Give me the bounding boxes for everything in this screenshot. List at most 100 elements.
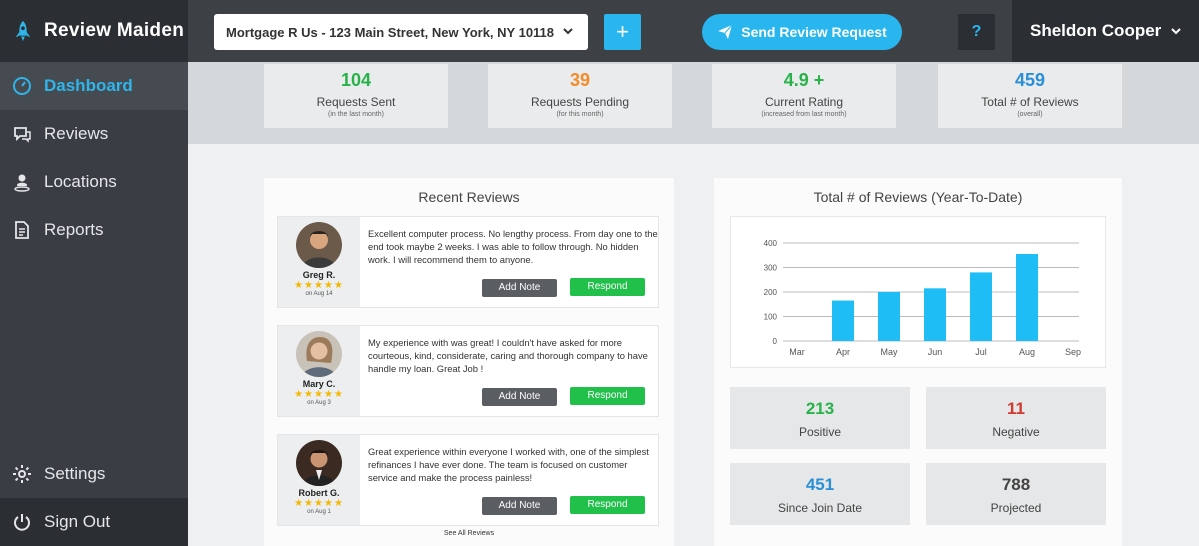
star-rating: ★★★★★: [294, 389, 344, 400]
reviewer-info: Greg R. ★★★★★ on Aug 14: [278, 217, 360, 307]
bar-aug: [1016, 254, 1038, 341]
reviews-chart-panel: Total # of Reviews (Year-To-Date) 0 100 20…: [714, 178, 1122, 546]
sidebar-item-reports[interactable]: Reports: [0, 206, 188, 254]
stat-sublabel: (increased from last month): [761, 111, 847, 118]
add-note-button[interactable]: Add Note: [482, 497, 557, 515]
recent-reviews-title: Recent Reviews: [418, 189, 520, 205]
y-tick-label: 200: [764, 288, 778, 297]
metric-value: 11: [1007, 399, 1025, 418]
stat-label: Total # of Reviews: [981, 95, 1079, 109]
top-bar: Mortgage R Us - 123 Main Street, New Yor…: [188, 0, 1199, 62]
stat-requests-sent: 104 Requests Sent (in the last month): [264, 64, 448, 128]
sidebar-item-label: Reports: [44, 220, 104, 239]
y-tick-label: 100: [764, 313, 778, 322]
send-review-request-label: Send Review Request: [741, 24, 887, 40]
stat-current-rating: 4.9 + Current Rating (increased from las…: [712, 64, 896, 128]
reviewer-info: Mary C. ★★★★★ on Aug 3: [278, 326, 360, 416]
y-tick-label: 0: [773, 337, 778, 346]
reviewer-name: Robert G.: [298, 488, 340, 498]
sidebar-item-label: Sign Out: [44, 512, 111, 531]
reviewer-name: Mary C.: [302, 379, 336, 389]
stat-total-reviews: 459 Total # of Reviews (overall): [938, 64, 1122, 128]
stat-value: 104: [340, 70, 372, 90]
x-tick-label: Jun: [928, 347, 943, 357]
user-menu[interactable]: Sheldon Cooper: [1012, 0, 1199, 62]
respond-button[interactable]: Respond: [570, 387, 645, 405]
chart-container: 0 100 200 300 400 Mar Apr May Jun Jul Aug Sep: [730, 216, 1106, 368]
reviewer-info: Robert G. ★★★★★ on Aug 1: [278, 435, 360, 525]
y-tick-label: 400: [764, 239, 778, 248]
sidebar-item-dashboard[interactable]: Dashboard: [0, 62, 188, 110]
gear-icon: [12, 464, 32, 484]
review-text: Excellent computer process. No lengthy p…: [368, 228, 658, 265]
add-location-button[interactable]: +: [604, 14, 641, 50]
stats-bar: 104 Requests Sent (in the last month) 39…: [188, 62, 1199, 144]
review-date: on Aug 14: [305, 291, 333, 297]
help-button[interactable]: ?: [958, 14, 995, 50]
review-date: on Aug 3: [307, 400, 331, 406]
dashboard-gauge-icon: [12, 76, 32, 96]
stat-value: 459: [1014, 70, 1046, 90]
review-card: Mary C. ★★★★★ on Aug 3 My experience wit…: [277, 325, 659, 417]
stat-sublabel: (overall): [1017, 111, 1043, 118]
stat-requests-pending: 39 Requests Pending (for this month): [488, 64, 672, 128]
sidebar-item-label: Settings: [44, 464, 106, 483]
star-rating: ★★★★★: [294, 280, 344, 291]
metric-negative: 11 Negative: [926, 387, 1106, 449]
recent-reviews-panel: Recent Reviews Greg R. ★★★★★ on Aug 14 E…: [264, 178, 674, 546]
x-tick-label: Aug: [1019, 347, 1035, 357]
metric-since-join: 451 Since Join Date: [730, 463, 910, 525]
power-icon: [12, 512, 32, 532]
chevron-down-icon: [1171, 28, 1181, 35]
stat-sublabel: (for this month): [556, 111, 604, 118]
bar-chart: 0 100 200 300 400 Mar Apr May Jun Jul Aug Sep: [764, 239, 1081, 357]
user-name: Sheldon Cooper: [1030, 21, 1162, 40]
sidebar: Review Maiden Dashboard Reviews Location…: [0, 0, 188, 546]
bar-jul: [970, 272, 992, 341]
sidebar-item-locations[interactable]: Locations: [0, 158, 188, 206]
chevron-down-icon: [563, 28, 573, 35]
add-note-button[interactable]: Add Note: [482, 279, 557, 297]
avatar: [296, 331, 342, 377]
review-text: My experience with was great! I couldn't…: [368, 337, 648, 374]
review-card: Robert G. ★★★★★ on Aug 1 Great experienc…: [277, 434, 659, 526]
metric-label: Positive: [798, 425, 842, 439]
add-note-button[interactable]: Add Note: [482, 388, 557, 406]
location-person-icon: [12, 172, 32, 192]
x-tick-label: Jul: [975, 347, 987, 357]
stat-label: Requests Pending: [530, 95, 630, 109]
location-select[interactable]: Mortgage R Us - 123 Main Street, New Yor…: [214, 14, 588, 50]
bar-may: [878, 292, 900, 341]
metric-value: 451: [805, 475, 835, 494]
metric-label: Projected: [990, 501, 1042, 515]
send-review-request-button[interactable]: Send Review Request: [702, 14, 902, 50]
review-card: Greg R. ★★★★★ on Aug 14 Excellent comput…: [277, 216, 659, 308]
rocket-logo-icon: [15, 20, 31, 42]
see-all-reviews-link[interactable]: See All Reviews: [443, 530, 495, 537]
chart-title: Total # of Reviews (Year-To-Date): [813, 189, 1023, 205]
reviews-chat-icon: [12, 124, 32, 144]
metric-value: 213: [805, 399, 835, 418]
sidebar-item-label: Locations: [44, 172, 117, 191]
sidebar-item-reviews[interactable]: Reviews: [0, 110, 188, 158]
stat-label: Current Rating: [764, 95, 844, 109]
paper-plane-icon: [718, 24, 733, 39]
stat-label: Requests Sent: [316, 95, 396, 109]
respond-button[interactable]: Respond: [570, 496, 645, 514]
sidebar-item-settings[interactable]: Settings: [0, 450, 188, 498]
x-tick-label: Sep: [1065, 347, 1081, 357]
metric-projected: 788 Projected: [926, 463, 1106, 525]
location-select-value: Mortgage R Us - 123 Main Street, New Yor…: [226, 24, 555, 40]
bar-apr: [832, 300, 854, 341]
sign-out-button[interactable]: Sign Out: [0, 498, 188, 546]
reports-document-icon: [12, 220, 32, 240]
brand[interactable]: Review Maiden: [0, 0, 188, 62]
y-tick-label: 300: [764, 264, 778, 273]
star-rating: ★★★★★: [294, 498, 344, 509]
stat-value: 39: [569, 70, 591, 90]
respond-button[interactable]: Respond: [570, 278, 645, 296]
x-tick-label: Apr: [836, 347, 850, 357]
metric-value: 788: [1001, 475, 1031, 494]
bar-jun: [924, 288, 946, 341]
stat-value: 4.9 +: [783, 70, 825, 90]
